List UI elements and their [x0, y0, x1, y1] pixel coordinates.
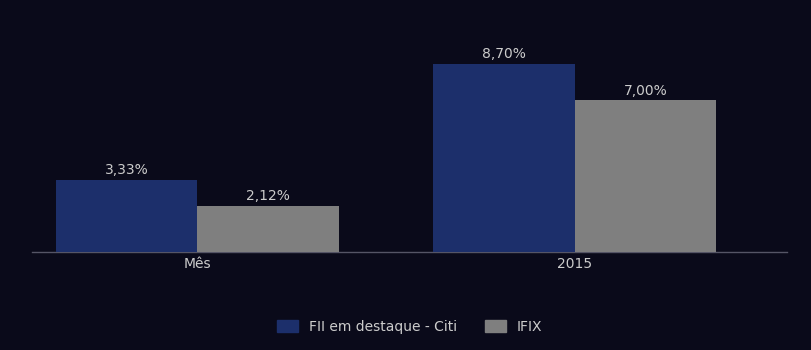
- Text: 8,70%: 8,70%: [482, 47, 526, 61]
- Bar: [56, 180, 197, 252]
- Text: 3,33%: 3,33%: [105, 163, 148, 177]
- Text: 7,00%: 7,00%: [624, 84, 667, 98]
- Legend: FII em destaque - Citi, IFIX: FII em destaque - Citi, IFIX: [270, 313, 549, 341]
- Bar: [574, 100, 716, 252]
- Text: 2,12%: 2,12%: [247, 189, 290, 203]
- Bar: [197, 206, 339, 252]
- Bar: [433, 63, 574, 252]
